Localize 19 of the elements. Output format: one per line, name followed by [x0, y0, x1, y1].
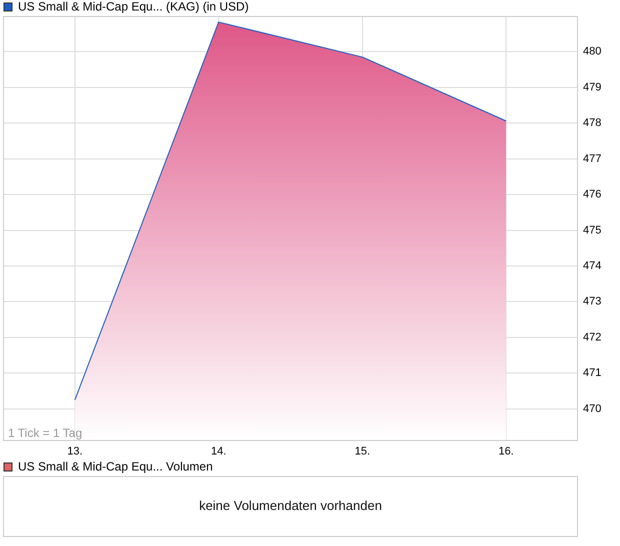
x-tick-label: 13.: [67, 446, 83, 458]
x-tick-label: 14.: [210, 446, 226, 458]
y-tick-label: 474: [583, 260, 602, 272]
y-tick-label: 473: [583, 296, 602, 308]
legend-label: US Small & Mid-Cap Equ... Volumen: [18, 459, 213, 474]
legend-label: US Small & Mid-Cap Equ... (KAG) (in USD): [18, 0, 249, 14]
y-tick-label: 477: [583, 152, 602, 165]
text: keine Volumendaten vorhanden: [199, 498, 382, 514]
y-tick-label: 475: [583, 224, 602, 236]
y-tick-label: 470: [583, 402, 602, 415]
x-tick-label: 16.: [498, 446, 514, 458]
y-tick-label: 472: [583, 331, 602, 344]
y-tick-label: 476: [583, 188, 602, 201]
y-tick-label: 480: [583, 46, 602, 58]
y-tick-label: 471: [583, 367, 602, 380]
x-tick-label: 15.: [354, 446, 370, 458]
y-tick-label: 479: [583, 81, 602, 94]
y-tick-label: 478: [583, 117, 602, 130]
annotation: 1 Tick = 1 Tag: [8, 426, 82, 440]
